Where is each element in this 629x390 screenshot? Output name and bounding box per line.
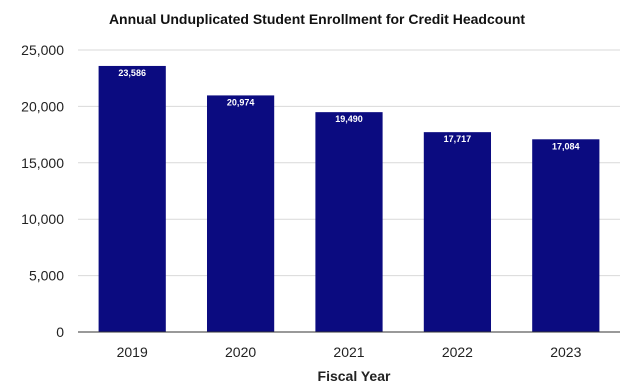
data-label: 20,974 [227, 97, 255, 107]
y-axis-ticks: 0 5,000 10,000 15,000 20,000 25,000 [21, 42, 64, 340]
data-label: 17,084 [552, 141, 580, 151]
x-tick-label: 2021 [333, 344, 364, 360]
y-tick-label: 10,000 [21, 211, 64, 227]
data-label: 19,490 [335, 114, 363, 124]
x-tick-label: 2022 [442, 344, 473, 360]
bar-2020 [206, 95, 275, 333]
x-axis-title: Fiscal Year [318, 368, 391, 384]
x-tick-label: 2023 [550, 344, 581, 360]
y-tick-label: 15,000 [21, 155, 64, 171]
chart-title: Annual Unduplicated Student Enrollment f… [109, 11, 525, 27]
bar-2021 [315, 112, 383, 332]
y-tick-label: 0 [56, 324, 64, 340]
data-label: 17,717 [444, 134, 472, 144]
y-tick-label: 25,000 [21, 42, 64, 58]
x-tick-label: 2020 [225, 344, 256, 360]
data-label: 23,586 [118, 68, 146, 78]
x-axis-ticks: 2019 2020 2021 2022 2023 [117, 344, 582, 360]
bar-2023 [532, 139, 600, 332]
bar-2019 [98, 65, 166, 332]
y-tick-label: 5,000 [29, 268, 64, 284]
bar-2022 [423, 132, 492, 332]
bars: 23,586 20,974 19,490 17,717 17,084 [98, 65, 600, 333]
x-tick-label: 2019 [117, 344, 148, 360]
y-tick-label: 20,000 [21, 98, 64, 114]
